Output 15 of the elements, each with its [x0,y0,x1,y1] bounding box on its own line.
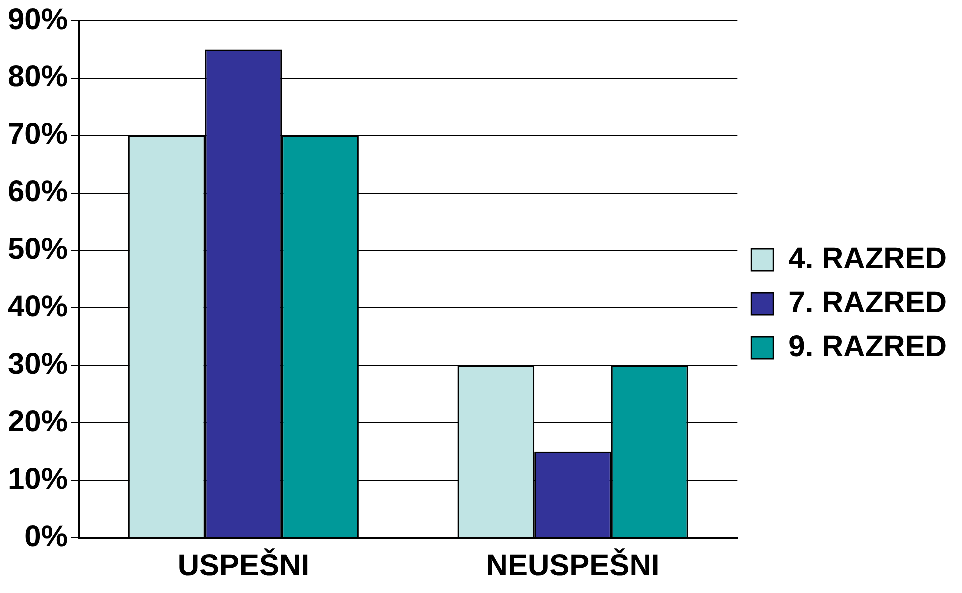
x-tick-label: USPEŠNI [178,548,310,582]
legend-label: 9. RAZRED [788,330,948,364]
y-tick-label: 0% [24,520,68,554]
y-tick-label: 30% [8,348,68,381]
y-tick-label: 60% [8,176,68,209]
y-tick-label: 40% [8,290,68,324]
y-tick-label: 90% [8,3,68,36]
y-tick-label: 10% [8,462,68,496]
y-tick-label: 20% [8,405,68,438]
y-tick-label: 70% [8,118,68,152]
legend-label: 4. RAZRED [788,242,948,276]
legend-label: 7. RAZRED [788,286,948,320]
y-tick-label: 50% [8,233,68,266]
y-tick-label: 80% [8,60,68,94]
x-tick-label: NEUSPEŠNI [486,548,660,582]
